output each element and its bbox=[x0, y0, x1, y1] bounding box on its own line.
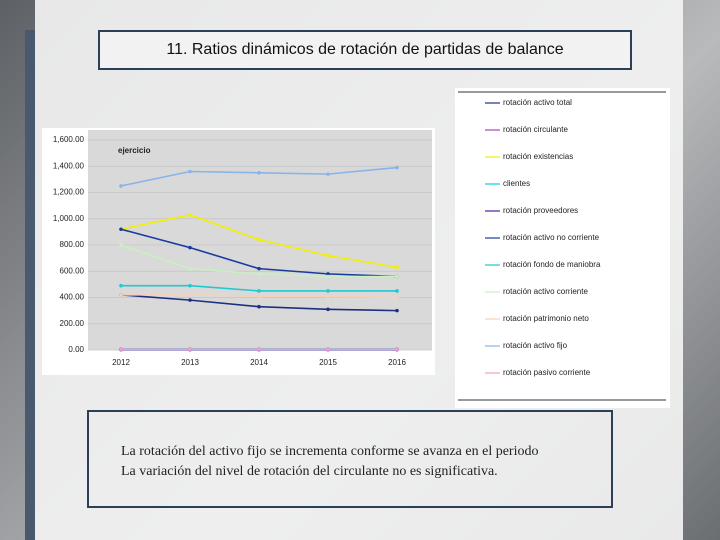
text-line: La variación del nivel de rotación del c… bbox=[121, 464, 498, 479]
point bbox=[188, 245, 192, 250]
point bbox=[257, 289, 261, 293]
point bbox=[188, 213, 192, 217]
y-tick-label: 0.00 bbox=[68, 345, 84, 354]
legend-label: rotación existencias bbox=[503, 152, 573, 161]
point bbox=[119, 227, 123, 232]
point bbox=[188, 266, 192, 271]
point bbox=[188, 283, 192, 288]
legend-label: rotación proveedores bbox=[503, 206, 578, 215]
point bbox=[326, 253, 330, 258]
point bbox=[119, 283, 123, 288]
point bbox=[395, 289, 399, 293]
point bbox=[119, 243, 123, 247]
legend-label: rotación activo total bbox=[503, 98, 572, 107]
point bbox=[395, 295, 399, 300]
point bbox=[188, 169, 192, 174]
point bbox=[326, 307, 330, 312]
y-tick-label: 600.00 bbox=[60, 266, 85, 275]
annotation: ejercicio bbox=[118, 146, 151, 155]
y-tick-label: 1,000.00 bbox=[53, 214, 85, 223]
x-tick-label: 2012 bbox=[112, 358, 130, 367]
point bbox=[326, 172, 330, 176]
point bbox=[257, 304, 261, 309]
x-tick-label: 2014 bbox=[250, 358, 268, 367]
point bbox=[326, 294, 330, 298]
x-tick-label: 2015 bbox=[319, 358, 337, 367]
point bbox=[119, 184, 123, 188]
y-tick-label: 200.00 bbox=[60, 319, 85, 328]
x-tick-label: 2016 bbox=[388, 358, 406, 367]
text-box: La rotación del activo fijo se increment… bbox=[87, 410, 613, 508]
point bbox=[395, 308, 399, 313]
legend-label: rotación pasivo corriente bbox=[503, 368, 591, 377]
y-tick-label: 1,400.00 bbox=[53, 161, 85, 170]
legend bbox=[455, 88, 670, 408]
point bbox=[395, 347, 399, 352]
x-tick-label: 2013 bbox=[181, 358, 199, 367]
legend-label: rotación patrimonio neto bbox=[503, 314, 589, 323]
point bbox=[257, 171, 261, 175]
point bbox=[257, 294, 261, 298]
point bbox=[119, 347, 123, 352]
y-tick-label: 1,200.00 bbox=[53, 188, 85, 197]
side-strip bbox=[25, 30, 35, 540]
point bbox=[395, 274, 399, 279]
y-tick-label: 1,600.00 bbox=[53, 135, 85, 144]
point bbox=[257, 347, 261, 352]
text-line: La rotación del activo fijo se increment… bbox=[121, 444, 539, 459]
point bbox=[326, 272, 330, 276]
point bbox=[257, 272, 261, 276]
point bbox=[257, 266, 261, 271]
slide-title: 11. Ratios dinámicos de rotación de part… bbox=[98, 30, 632, 70]
y-tick-label: 800.00 bbox=[60, 240, 85, 249]
point bbox=[395, 165, 399, 170]
legend-label: rotación circulante bbox=[503, 125, 568, 134]
point bbox=[326, 289, 330, 293]
point bbox=[188, 347, 192, 352]
point bbox=[395, 265, 399, 270]
point bbox=[257, 237, 261, 242]
y-tick-label: 400.00 bbox=[60, 293, 85, 302]
point bbox=[119, 293, 123, 297]
legend-label: rotación activo no corriente bbox=[503, 233, 600, 242]
legend-label: rotación activo corriente bbox=[503, 287, 588, 296]
point bbox=[188, 298, 192, 302]
legend-label: rotación fondo de maniobra bbox=[503, 260, 601, 269]
legend-label: rotación activo fijo bbox=[503, 341, 568, 350]
point bbox=[326, 274, 330, 279]
legend-label: clientes bbox=[503, 179, 530, 188]
point bbox=[188, 293, 192, 297]
point bbox=[326, 347, 330, 352]
